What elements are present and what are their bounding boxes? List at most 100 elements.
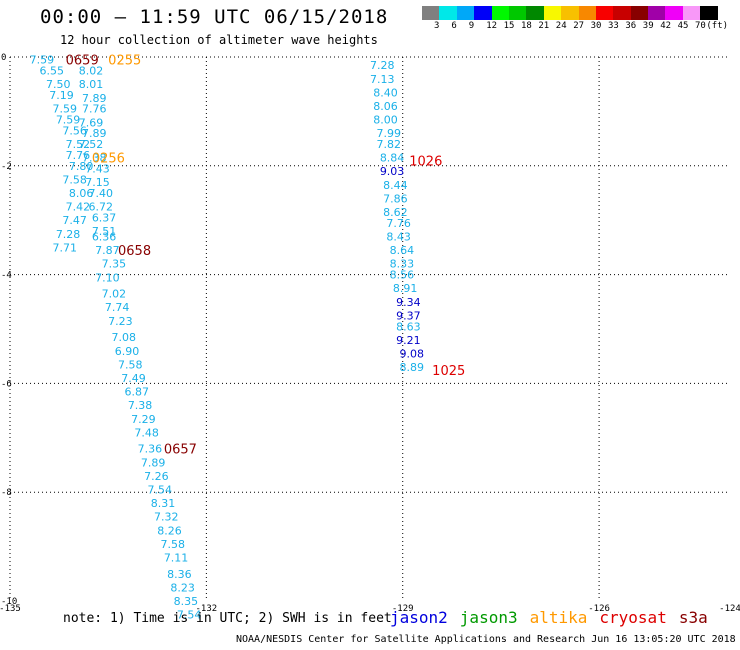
legend-swatch xyxy=(613,6,631,20)
wave-height-point: 7.32 xyxy=(154,511,179,524)
legend-swatch xyxy=(508,6,527,20)
wave-height-point: 6.87 xyxy=(125,386,150,399)
wave-height-point: 7.58 xyxy=(62,173,86,186)
wave-height-point: 8.02 xyxy=(79,65,104,78)
wave-height-point: 7.23 xyxy=(108,315,133,328)
wave-height-point: 8.44 xyxy=(383,179,408,192)
legend-label: 70 xyxy=(695,21,706,31)
wave-height-point: 7.74 xyxy=(105,301,130,314)
axis-ticks: 0-2-4-6-8-10-135-132-129-126-123-124 xyxy=(0,53,740,614)
wave-height-point: 7.11 xyxy=(164,551,189,564)
y-tick-label: -4 xyxy=(1,271,12,281)
wave-height-point: 7.43 xyxy=(85,163,110,176)
pass-time-label: 0659 xyxy=(66,54,99,69)
wave-height-point: 7.47 xyxy=(62,214,86,227)
wave-height-point: 8.01 xyxy=(79,78,104,91)
wave-height-point: 7.35 xyxy=(102,258,127,271)
legend-swatch xyxy=(543,6,562,20)
legend-label: (ft) xyxy=(706,21,729,31)
wave-height-point: 7.08 xyxy=(111,331,136,344)
y-tick-label: -8 xyxy=(1,488,12,498)
wave-height-point: 7.49 xyxy=(121,372,146,385)
legend-swatch xyxy=(665,6,683,20)
wave-height-point: 7.19 xyxy=(49,89,74,102)
legend-swatch xyxy=(439,6,457,20)
legend-label: 45 xyxy=(677,21,689,31)
wave-height-point: 7.76 xyxy=(66,149,91,162)
legend-label: 9 xyxy=(468,21,475,31)
wave-height-point: 7.89 xyxy=(141,456,166,469)
pass-time-label: 0657 xyxy=(164,443,197,458)
wave-height-point: 8.33 xyxy=(390,258,415,271)
legend-label: 12 xyxy=(486,21,498,31)
y-tick-label: -2 xyxy=(1,162,12,172)
wave-height-point: 7.10 xyxy=(95,271,120,284)
legend-label: 27 xyxy=(573,21,585,31)
legend-label: 30 xyxy=(590,21,602,31)
wave-height-point: 7.52 xyxy=(79,138,104,151)
chart-subtitle: 12 hour collection of altimeter wave hei… xyxy=(60,33,378,47)
legend-label: 36 xyxy=(625,21,637,31)
legend-swatch xyxy=(474,6,492,20)
wave-height-point: 7.28 xyxy=(370,59,395,72)
wave-height-point: 8.26 xyxy=(157,524,182,537)
wave-height-point: 7.56 xyxy=(62,124,86,137)
wave-height-point: 9.37 xyxy=(396,309,421,322)
y-tick-label: -10 xyxy=(1,597,17,607)
wave-height-point: 7.54 xyxy=(147,483,172,496)
wave-height-point: 9.03 xyxy=(380,165,405,178)
legend-swatch xyxy=(491,6,509,20)
wave-height-labels: 7.596.557.507.197.597.597.567.527.767.80… xyxy=(30,54,424,622)
wave-height-point: 8.35 xyxy=(174,595,199,608)
legend-label: 21 xyxy=(538,21,550,31)
wave-height-point: 9.21 xyxy=(396,334,421,347)
wave-height-point: 8.56 xyxy=(390,269,415,282)
wave-height-point: 7.51 xyxy=(92,225,117,238)
wave-height-point: 9.34 xyxy=(396,296,421,309)
pass-time-label: 1025 xyxy=(432,364,465,379)
satellite-cryosat: cryosat xyxy=(599,608,667,627)
legend-label: 6 xyxy=(451,21,457,31)
satellite-legend: jason2 jason3 altika cryosat s3a xyxy=(390,608,720,627)
satellite-s3a: s3a xyxy=(678,608,708,627)
wave-height-point: 7.48 xyxy=(134,426,159,439)
wave-height-point: 7.89 xyxy=(82,92,107,105)
pass-time-label: 1026 xyxy=(409,154,442,169)
wave-height-point: 7.89 xyxy=(82,127,107,140)
wave-height-point: 6.37 xyxy=(92,211,117,224)
wave-height-point: 7.59 xyxy=(56,114,80,127)
wave-height-point: 8.43 xyxy=(386,231,411,244)
wave-height-point: 9.08 xyxy=(399,347,424,360)
wave-height-point: 7.15 xyxy=(85,176,110,189)
wave-height-point: 7.02 xyxy=(102,288,127,301)
wave-height-point: 8.40 xyxy=(373,86,398,99)
legend-label: 3 xyxy=(434,21,440,31)
units-note: note: 1) Time is in UTC; 2) SWH is in fe… xyxy=(63,611,392,626)
wave-height-point: 7.58 xyxy=(161,538,186,551)
wave-height-point: 7.42 xyxy=(66,201,91,214)
legend-swatch xyxy=(595,6,614,20)
x-tick-label: -124 xyxy=(719,604,740,614)
wave-height-point: 7.52 xyxy=(66,138,91,151)
x-tick-label: -126 xyxy=(588,604,610,614)
wave-height-point: 8.00 xyxy=(373,114,398,127)
wave-height-point: 7.38 xyxy=(128,399,152,412)
wave-height-point: 8.84 xyxy=(380,152,405,165)
credit-line: NOAA/NESDIS Center for Satellite Applica… xyxy=(236,634,736,645)
legend-swatch xyxy=(526,6,544,20)
wave-height-point: 8.63 xyxy=(396,320,421,333)
legend-swatch xyxy=(456,6,475,20)
wave-height-point: 7.50 xyxy=(46,78,71,91)
legend-label: 18 xyxy=(521,21,532,31)
wave-height-point: 7.36 xyxy=(138,443,163,456)
wave-height-point: 8.23 xyxy=(170,581,195,594)
color-scale-legend xyxy=(422,6,718,20)
legend-swatch xyxy=(422,6,440,20)
legend-label: 24 xyxy=(555,21,567,31)
legend-swatch xyxy=(648,6,666,20)
legend-label: 39 xyxy=(642,21,654,31)
wave-height-point: 7.80 xyxy=(69,160,94,173)
wave-height-point: 8.64 xyxy=(390,244,415,257)
legend-swatch xyxy=(700,6,718,20)
